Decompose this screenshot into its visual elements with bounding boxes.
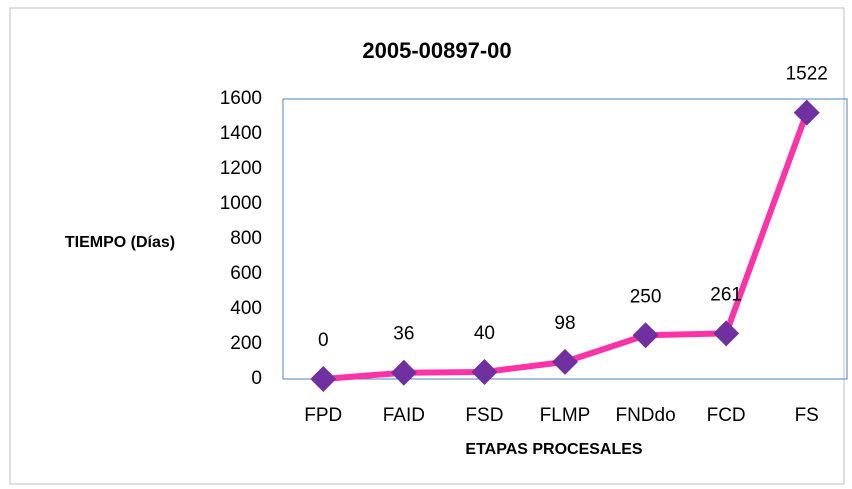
plot-area — [282, 98, 848, 380]
marker — [552, 348, 578, 375]
x-tick-label: FLMP — [540, 405, 591, 426]
marker — [793, 99, 820, 126]
y-axis-label: TIEMPO (Días) — [65, 234, 175, 251]
marker — [471, 359, 498, 385]
x-tick-label: FCD — [707, 405, 746, 426]
y-tick-label: 200 — [230, 333, 262, 354]
data-label: 1522 — [786, 64, 828, 85]
y-tick-label: 600 — [230, 263, 262, 284]
x-tick-label: FNDdo — [615, 405, 675, 426]
marker — [390, 359, 417, 386]
y-tick-label: 1000 — [220, 193, 262, 214]
x-tick-label: FPD — [304, 405, 342, 426]
y-tick-label: 0 — [251, 368, 262, 389]
data-label: 250 — [630, 286, 662, 307]
data-label: 261 — [710, 284, 742, 305]
y-tick-label: 1400 — [220, 123, 262, 144]
marker — [310, 366, 337, 392]
x-axis-label: ETAPAS PROCESALES — [465, 441, 643, 458]
x-tick-label: FS — [795, 405, 819, 426]
marker — [713, 320, 740, 347]
data-label: 40 — [474, 323, 495, 344]
data-label: 36 — [393, 324, 414, 345]
x-tick-label: FSD — [465, 405, 503, 426]
y-tick-label: 1200 — [220, 158, 262, 179]
y-tick-label: 400 — [230, 298, 262, 319]
y-tick-label: 1600 — [220, 88, 262, 109]
y-tick-label: 800 — [230, 228, 262, 249]
x-tick-label: FAID — [383, 405, 425, 426]
chart-title: 2005-00897-00 — [362, 38, 511, 63]
data-label: 0 — [318, 330, 329, 351]
chart-frame — [9, 7, 845, 485]
data-label: 98 — [554, 313, 575, 334]
marker — [632, 322, 659, 349]
